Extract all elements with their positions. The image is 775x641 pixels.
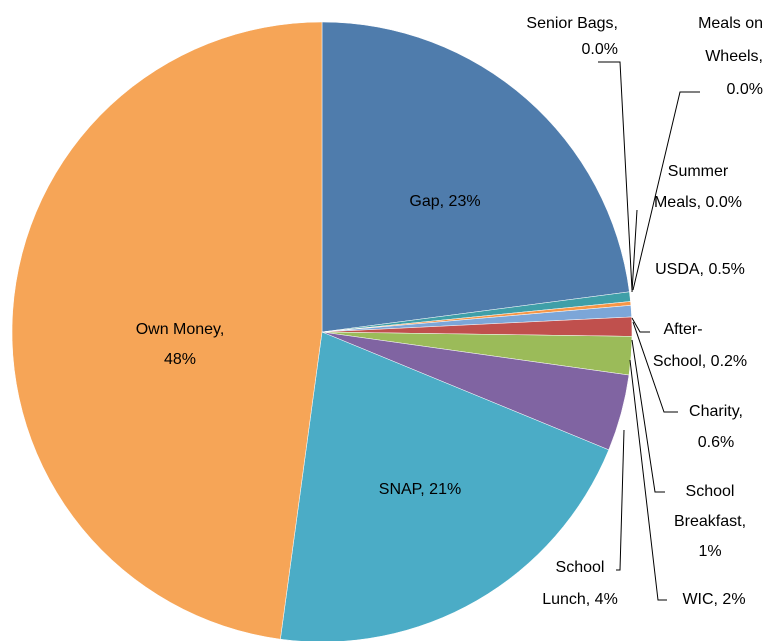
data-label: WIC, 2%	[682, 591, 745, 608]
data-label: 1%	[698, 543, 721, 560]
data-label: Charity,	[689, 403, 743, 420]
data-label: Breakfast,	[674, 513, 746, 530]
data-label: Senior Bags,	[526, 15, 618, 32]
data-label: Wheels,	[705, 48, 763, 65]
data-label: Gap, 23%	[409, 193, 480, 210]
leader-line	[598, 61, 633, 291]
data-label: 0.0%	[582, 41, 618, 58]
data-label: School, 0.2%	[653, 353, 747, 370]
data-label: 0.0%	[727, 81, 763, 98]
data-label: 48%	[164, 351, 196, 368]
leader-line	[632, 321, 678, 413]
data-label: USDA, 0.5%	[655, 261, 745, 278]
data-label: School	[556, 559, 605, 576]
leader-line	[631, 339, 665, 493]
data-label: Meals on	[698, 15, 763, 32]
data-label: Meals, 0.0%	[654, 194, 742, 211]
leader-line	[631, 209, 638, 293]
data-label: School	[686, 483, 735, 500]
data-label: Lunch, 4%	[542, 591, 618, 608]
leader-line	[632, 91, 700, 291]
data-label: Summer	[668, 163, 729, 180]
pie-slice	[280, 331, 610, 641]
leader-line	[629, 359, 667, 601]
leader-line	[631, 317, 650, 333]
data-label: SNAP, 21%	[379, 481, 461, 498]
pie-slice	[321, 21, 630, 333]
data-label: Own Money,	[136, 321, 225, 338]
data-label: After-	[663, 321, 702, 338]
pie-slice	[11, 21, 323, 640]
data-label: 0.6%	[698, 434, 734, 451]
leader-line	[616, 429, 625, 571]
